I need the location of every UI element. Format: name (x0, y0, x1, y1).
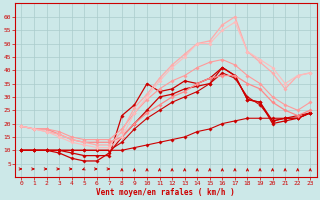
X-axis label: Vent moyen/en rafales ( km/h ): Vent moyen/en rafales ( km/h ) (96, 188, 235, 197)
